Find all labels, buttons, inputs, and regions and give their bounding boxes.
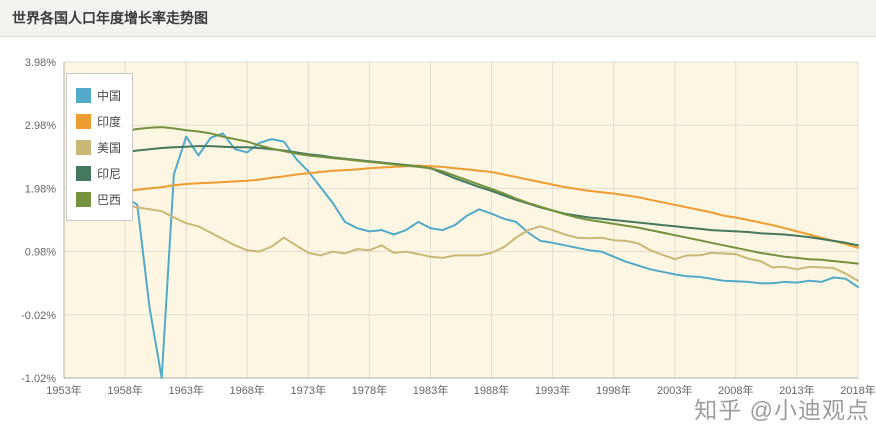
chart-header: 世界各国人口年度增长率走势图 xyxy=(0,0,876,37)
legend-item-china[interactable]: 中国 xyxy=(76,82,121,108)
x-axis-tick-label: 2013年 xyxy=(779,383,814,397)
x-axis-tick-label: 1978年 xyxy=(352,383,387,397)
x-axis-tick-label: 2018年 xyxy=(840,383,875,397)
x-axis-tick-label: 1963年 xyxy=(168,383,203,397)
population-growth-line-chart: 3.98% 2.98% 1.98% 0.98% -0.02% -1.02%1953年 195… xyxy=(21,57,876,397)
legend-label-brazil: 巴西 xyxy=(97,192,122,207)
legend-label-india: 印度 xyxy=(97,114,122,129)
legend-item-usa[interactable]: 美国 xyxy=(76,134,121,160)
x-axis-tick-label: 1993年 xyxy=(535,383,570,397)
legend-swatch-china xyxy=(76,87,91,103)
x-axis-tick-label: 1983年 xyxy=(413,383,448,397)
x-axis-tick-label: 2003年 xyxy=(657,383,692,397)
y-axis-tick-label: 2.98% xyxy=(25,120,56,132)
page-title: 世界各国人口年度增长率走势图 xyxy=(12,10,208,26)
legend-swatch-brazil xyxy=(76,191,91,207)
x-axis-tick-label: 1958年 xyxy=(107,383,142,397)
x-axis-tick-label: 1968年 xyxy=(229,383,264,397)
legend-swatch-usa xyxy=(76,139,91,155)
legend-swatch-indonesia xyxy=(76,165,91,181)
legend-label-china: 中国 xyxy=(97,88,122,103)
legend-label-indonesia: 印尼 xyxy=(97,166,122,181)
y-axis-tick-label: -1.02% xyxy=(21,373,56,385)
legend-label-usa: 美国 xyxy=(97,140,122,155)
y-axis-tick-label: 0.98% xyxy=(25,247,56,259)
chart-area: 3.98% 2.98% 1.98% 0.98% -0.02% -1.02% 1953年 195… xyxy=(0,37,876,427)
y-axis-tick-label: -0.02% xyxy=(21,310,56,322)
x-axis-tick-label: 1973年 xyxy=(291,383,326,397)
series-line-2 xyxy=(99,200,859,282)
y-axis-tick-label: 1.98% xyxy=(25,183,56,195)
x-axis-tick-label: 1988年 xyxy=(474,383,509,397)
legend-item-india[interactable]: 印度 xyxy=(76,108,121,134)
x-axis-tick-label: 1998年 xyxy=(596,383,631,397)
legend-swatch-india xyxy=(76,113,91,129)
chart-legend: 中国 印度 美国 印尼 巴西 xyxy=(66,73,134,221)
legend-item-indonesia[interactable]: 印尼 xyxy=(76,160,121,186)
series-line-4 xyxy=(99,126,859,265)
x-axis-tick-label: 1953年 xyxy=(46,383,81,397)
series-line-0 xyxy=(99,132,859,379)
y-axis-tick-label: 3.98% xyxy=(25,57,56,69)
zhihu-watermark: 知乎 @小迪观点 xyxy=(694,397,870,423)
series-line-3 xyxy=(99,145,859,247)
legend-item-brazil[interactable]: 巴西 xyxy=(76,186,121,212)
series-line-1 xyxy=(99,164,859,249)
x-axis-tick-label: 2008年 xyxy=(718,383,753,397)
